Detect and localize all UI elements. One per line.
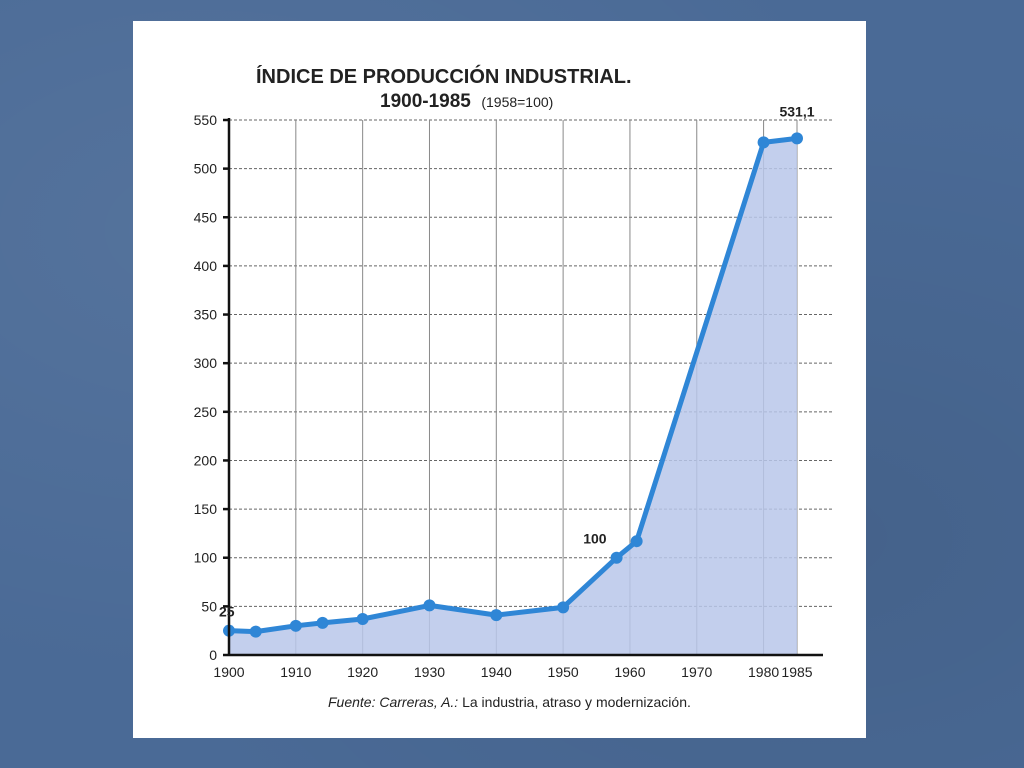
data-point [757,136,770,149]
y-tick-label: 550 [194,112,218,128]
chart-subtitle: 1900-1985 [380,91,471,112]
data-label: 100 [583,531,607,547]
chart-subtitle-group: 1900-1985 (1958=100) [380,91,553,112]
chart-base-note: (1958=100) [481,94,553,110]
area-fill [229,138,797,656]
x-tick-labels: 1900 1910 1920 1930 1940 1950 1960 1970 1980 1985 [213,664,812,680]
axes [223,118,823,657]
chart-source: Fuente: Carreras, A.: La industria, atra… [328,694,691,710]
data-point [610,551,623,564]
x-tick-label: 1910 [280,664,311,680]
x-tick-label: 1960 [614,664,645,680]
annotations: 25 100 531,1 [219,103,815,619]
y-tick-labels: 0 50 100 150 200 250 300 350 400 450 500 550 [194,112,218,663]
series-line [226,135,800,635]
data-point [316,616,329,629]
x-tick-label: 1900 [213,664,244,680]
data-point [356,613,369,626]
x-tick-label: 1920 [347,664,378,680]
x-tick-label: 1970 [681,664,712,680]
data-label: 25 [219,604,235,620]
x-tick-label: 1985 [781,664,812,680]
y-tick-label: 500 [194,161,218,177]
data-point [630,535,643,548]
y-tick-label: 250 [194,404,218,420]
x-tick-label: 1930 [414,664,445,680]
y-tick-label: 0 [209,647,217,663]
x-tick-label: 1980 [748,664,779,680]
y-tick-label: 100 [194,550,218,566]
y-tick-label: 300 [194,355,218,371]
data-point [289,619,302,632]
data-point [791,132,803,145]
data-label: 531,1 [779,103,814,119]
x-tick-label: 1950 [548,664,579,680]
series-area-path [229,138,797,656]
chart-title: ÍNDICE DE PRODUCCIÓN INDUSTRIAL. [256,64,632,88]
data-point [423,599,436,612]
y-tick-label: 400 [194,258,218,274]
y-tick-label: 450 [194,209,218,225]
data-point [557,601,570,614]
chart-svg: ÍNDICE DE PRODUCCIÓN INDUSTRIAL. 1900-19… [194,64,833,710]
source-author: Fuente: Carreras, A.: [328,694,458,710]
source-title: La industria, atraso y modernización. [458,694,691,710]
data-point [490,609,503,622]
y-tick-label: 50 [201,598,217,614]
y-tick-label: 350 [194,307,218,323]
data-point [249,625,262,638]
x-tick-label: 1940 [481,664,512,680]
y-tick-label: 200 [194,452,218,468]
chart-card: ÍNDICE DE PRODUCCIÓN INDUSTRIAL. 1900-19… [133,21,866,738]
y-tick-label: 150 [194,501,218,517]
